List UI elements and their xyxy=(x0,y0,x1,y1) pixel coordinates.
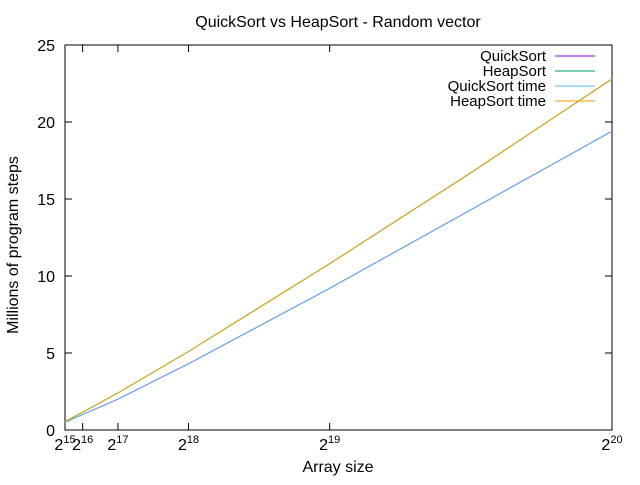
legend-label-heapsort-time: HeapSort time xyxy=(450,93,546,110)
legend-label-heapsort: HeapSort xyxy=(483,63,547,80)
x-tick-label: 218 xyxy=(178,434,199,454)
legend-label-quicksort: QuickSort xyxy=(480,48,547,65)
y-tick-label: 0 xyxy=(46,423,55,440)
y-tick-label: 10 xyxy=(37,269,55,286)
x-tick-label: 220 xyxy=(601,434,622,454)
legend-label-quicksort-time: QuickSort time xyxy=(448,78,546,95)
x-tick-label: 216 xyxy=(72,434,93,454)
x-tick-label: 219 xyxy=(319,434,340,454)
series-line-heapsort-time xyxy=(64,78,613,422)
y-tick-label: 20 xyxy=(37,115,55,132)
x-axis-title: Array size xyxy=(302,459,373,476)
series-layer xyxy=(64,78,613,423)
y-axis-title: Millions of program steps xyxy=(5,156,22,334)
x-tick-label: 217 xyxy=(107,434,128,454)
x-tick-label: 215 xyxy=(54,434,75,454)
chart-title: QuickSort vs HeapSort - Random vector xyxy=(195,14,481,31)
series-line-quicksort-time xyxy=(64,130,613,423)
y-tick-label: 5 xyxy=(46,346,55,363)
y-tick-label: 15 xyxy=(37,192,55,209)
y-tick-label: 25 xyxy=(37,38,55,55)
plot-frame xyxy=(64,44,613,431)
y-axis: 0 5 10 15 20 25 xyxy=(37,38,612,440)
